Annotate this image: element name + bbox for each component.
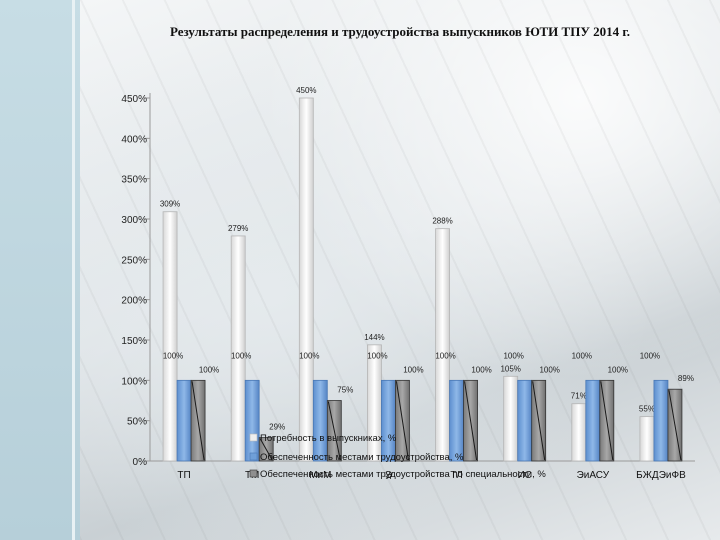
legend-swatch [249, 433, 258, 442]
data-label: 89% [678, 374, 694, 383]
bar [517, 379, 533, 462]
data-label: 100% [299, 351, 319, 360]
data-label: 100% [608, 365, 628, 374]
y-tick-label: 450% [121, 94, 147, 105]
bar [230, 235, 246, 462]
legend-label: Обеспеченность местами трудоустройства п… [260, 469, 546, 480]
bar [244, 379, 260, 462]
x-tick-label: ТП [177, 470, 190, 481]
y-tick-label: 150% [121, 336, 147, 347]
x-tick-label: ИС [517, 470, 531, 481]
y-tick-label: 350% [121, 175, 147, 186]
bar [585, 379, 601, 462]
bar [176, 379, 192, 462]
data-label: 279% [228, 224, 248, 233]
bar-hatch [395, 381, 409, 461]
left-decor-strip [0, 0, 80, 540]
data-label: 450% [296, 86, 316, 95]
data-label: 100% [640, 351, 660, 360]
x-tick-label: ЭиАСУ [577, 470, 610, 481]
slide-frame-line [72, 0, 75, 540]
bar [449, 379, 464, 462]
x-tick-label: ТЛ [450, 470, 462, 481]
data-label: 100% [199, 365, 219, 374]
x-tick-label: МиМ [309, 470, 331, 481]
bar-hatch [668, 390, 682, 461]
data-label: 100% [471, 365, 491, 374]
bar [639, 416, 655, 462]
bar [435, 228, 450, 462]
bar [162, 211, 178, 462]
data-label: 144% [364, 333, 384, 342]
legend-label: Обеспеченность местами трудоустройства, … [260, 452, 464, 463]
data-label: 100% [163, 351, 183, 360]
legend-swatch [249, 452, 258, 461]
bar-hatch [464, 381, 478, 461]
bar [298, 97, 314, 462]
y-tick-label: 300% [121, 215, 147, 226]
data-label: 71% [571, 392, 587, 401]
bar [503, 375, 519, 462]
chart-title: Результаты распределения и трудоустройст… [169, 24, 631, 39]
bar-hatch [532, 381, 546, 461]
legend-swatch [249, 469, 258, 478]
x-tick-label: БЖДЭиФВ [636, 470, 686, 481]
y-tick-label: 100% [121, 376, 147, 387]
data-label: 100% [231, 351, 251, 360]
bar [571, 403, 587, 462]
bar-hatch [327, 401, 341, 461]
data-label: 100% [435, 351, 455, 360]
data-label: 75% [337, 386, 353, 395]
bar-hatch [259, 438, 273, 461]
y-tick-label: 0% [133, 457, 148, 468]
bar [381, 379, 396, 462]
legend-label: Потребность в выпускниках, % [260, 433, 397, 444]
y-tick-label: 250% [121, 255, 147, 266]
data-label: 100% [539, 365, 559, 374]
data-label: 105% [500, 364, 520, 373]
bar-hatch [600, 381, 614, 461]
bar [312, 379, 328, 462]
data-label: 100% [503, 351, 523, 360]
data-label: 288% [432, 217, 452, 226]
y-tick-label: 400% [121, 134, 147, 145]
data-label: 100% [572, 351, 592, 360]
y-tick-label: 200% [121, 296, 147, 307]
bar-hatch [191, 381, 205, 461]
data-label: 29% [269, 423, 285, 432]
bar [653, 379, 669, 462]
data-label: 100% [403, 365, 423, 374]
data-label: 55% [639, 405, 655, 414]
data-label: 100% [367, 351, 387, 360]
data-label: 309% [160, 200, 180, 209]
y-tick-label: 50% [127, 417, 147, 428]
x-tick-label: Э [385, 470, 392, 481]
